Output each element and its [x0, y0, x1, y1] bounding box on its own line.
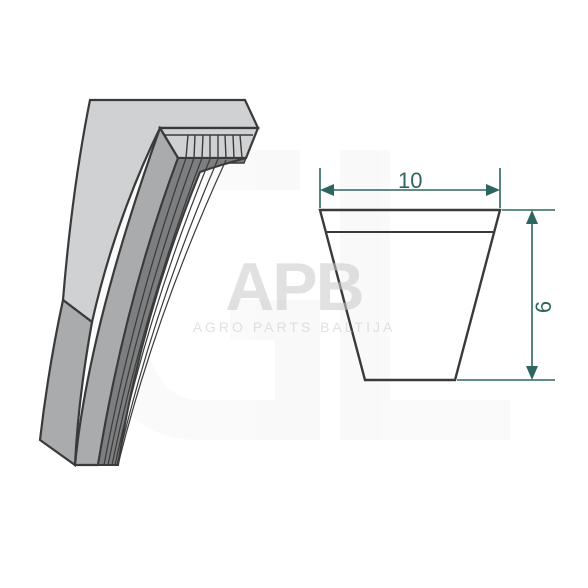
- width-label: 10: [398, 168, 422, 194]
- dimension-height: [457, 210, 555, 380]
- belt-diagram: [0, 0, 588, 588]
- height-label: 6: [531, 301, 557, 313]
